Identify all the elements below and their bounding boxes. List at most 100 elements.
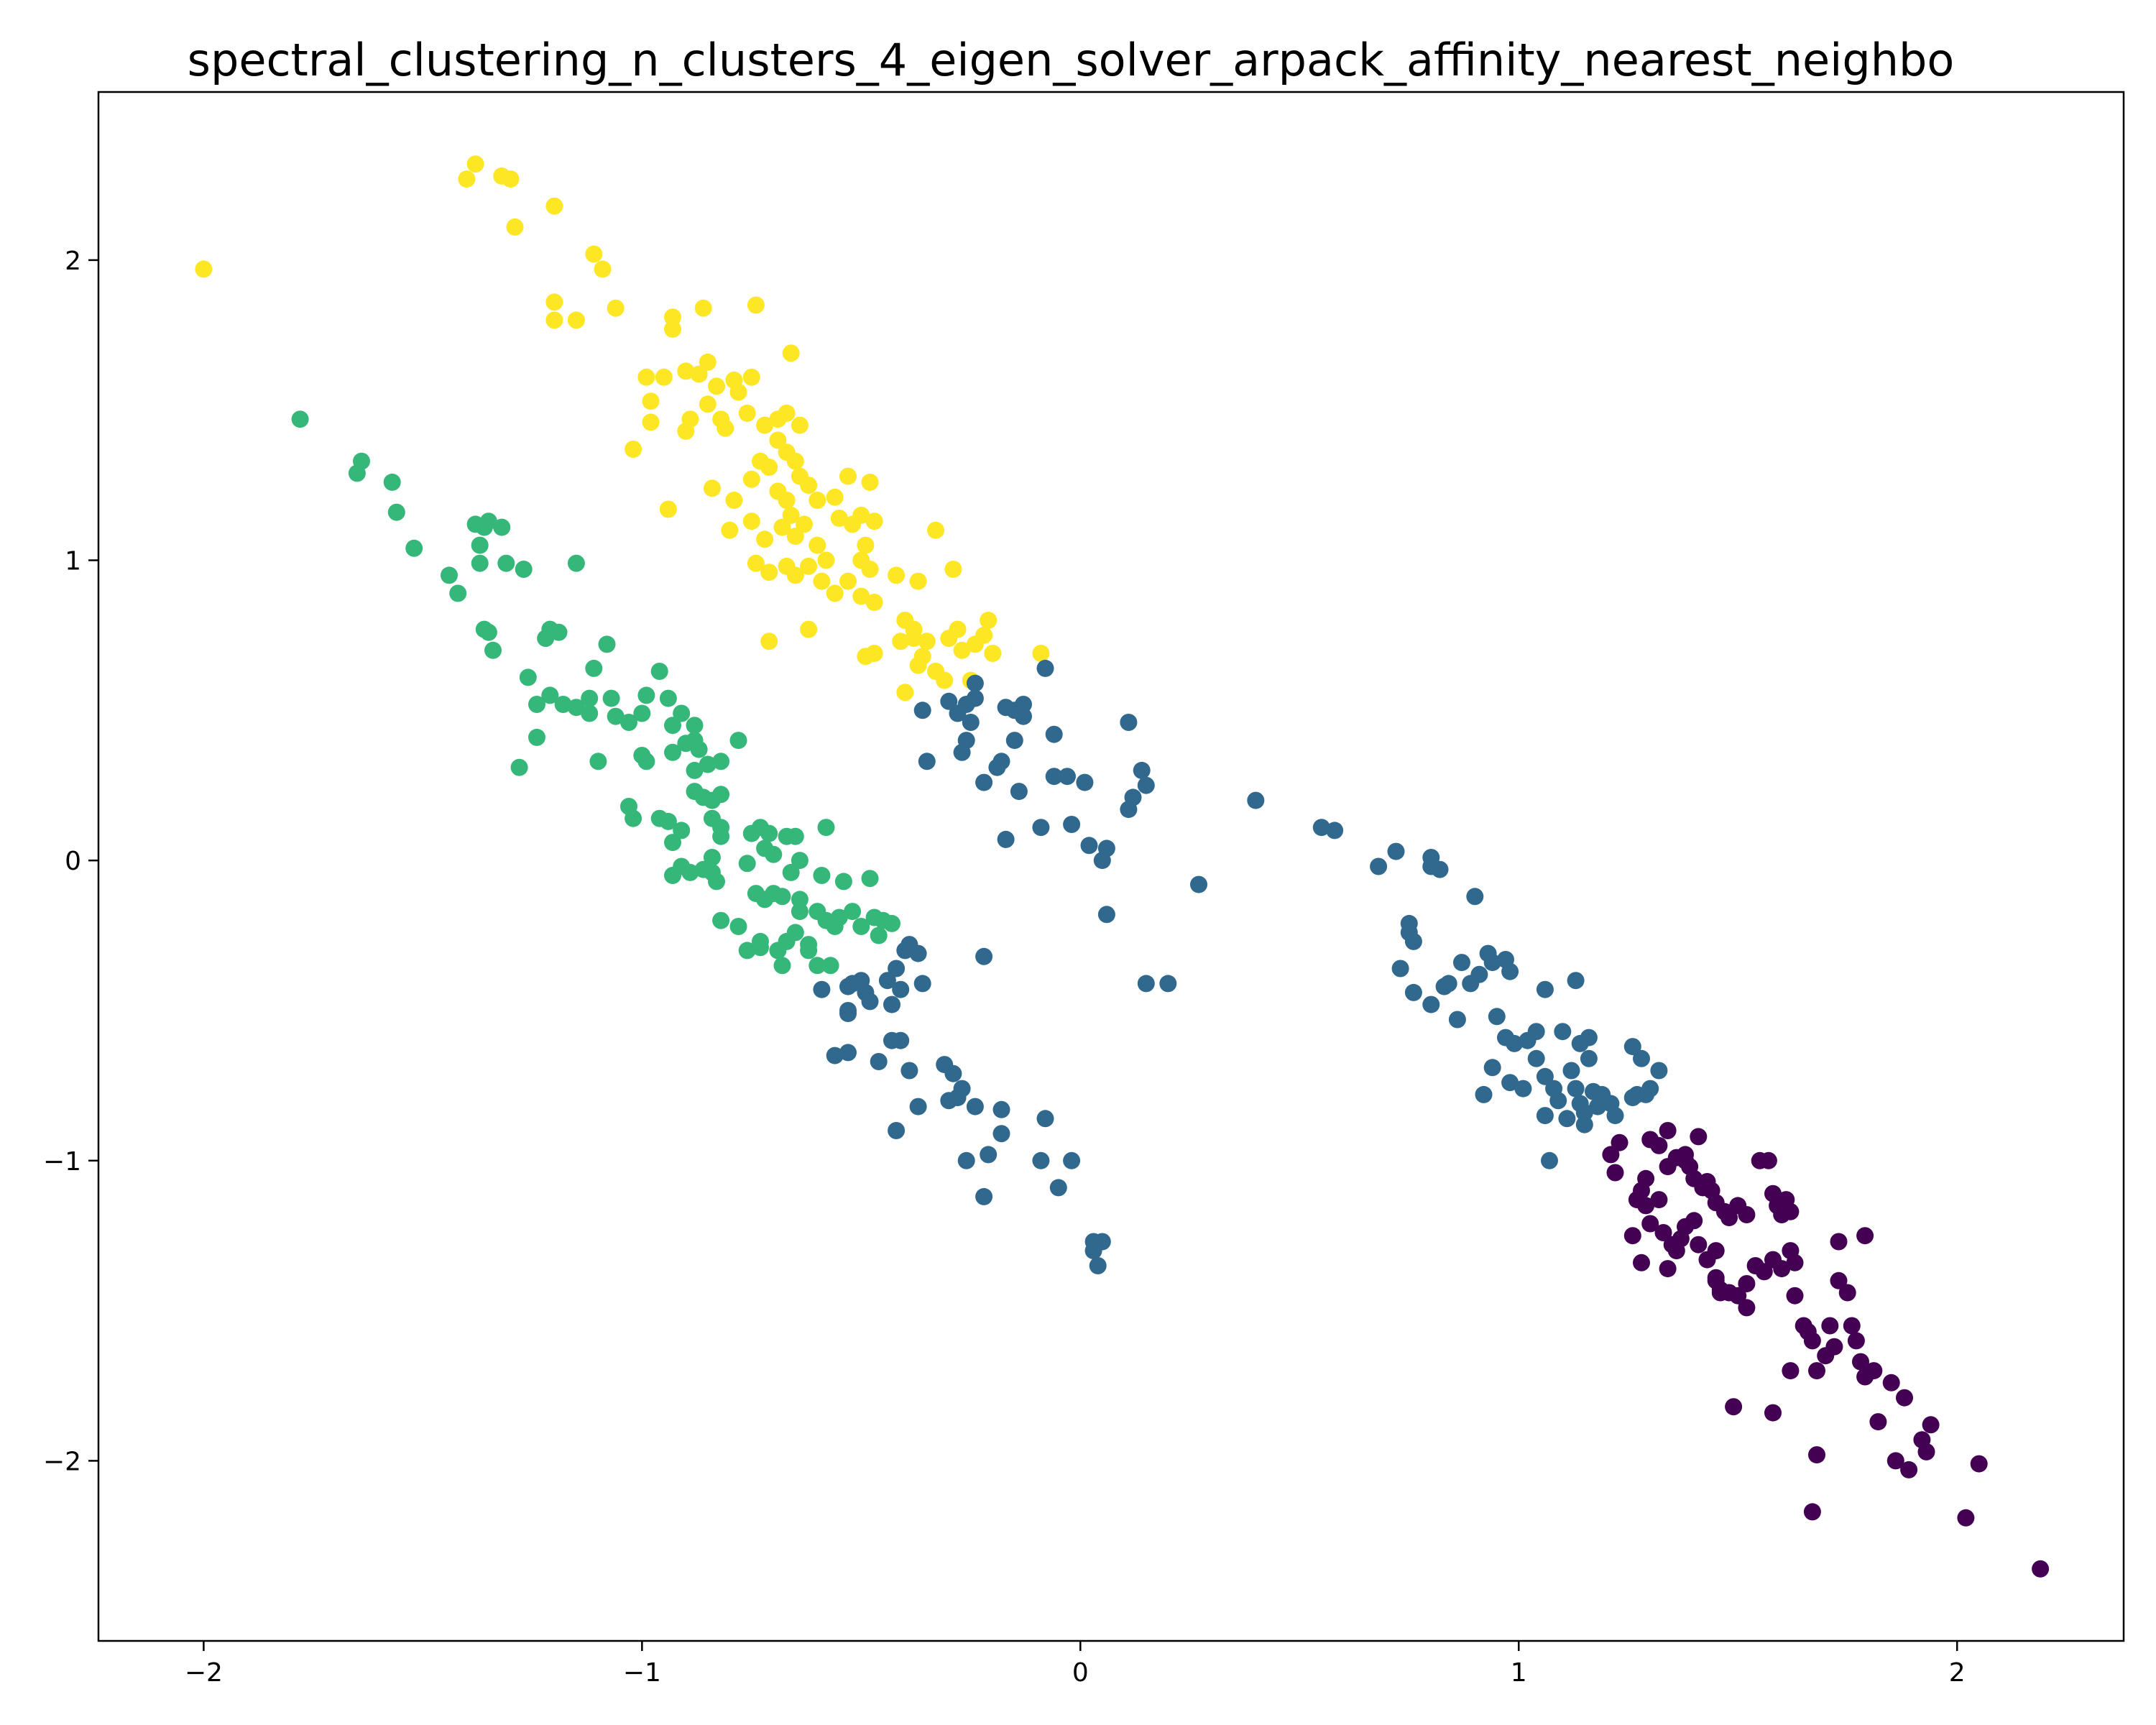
data-point <box>742 512 760 530</box>
data-point <box>980 1146 998 1164</box>
data-point <box>984 645 1002 662</box>
data-point <box>712 911 730 929</box>
data-point <box>861 870 879 888</box>
data-point <box>607 299 625 317</box>
data-point <box>1422 995 1440 1013</box>
data-point <box>830 510 848 527</box>
data-point <box>633 704 651 722</box>
data-point <box>1633 1049 1650 1067</box>
data-point <box>387 503 405 521</box>
data-point <box>1725 1398 1743 1416</box>
data-point <box>708 377 725 395</box>
data-point <box>852 918 870 935</box>
data-point <box>844 903 862 921</box>
data-point <box>913 702 931 719</box>
data-point <box>975 626 993 644</box>
data-point <box>1137 776 1155 794</box>
data-point <box>826 584 844 602</box>
data-point <box>966 1098 984 1116</box>
data-point <box>1506 1034 1524 1052</box>
data-point <box>786 566 804 584</box>
data-point <box>1659 1122 1677 1139</box>
data-point <box>808 957 826 975</box>
data-point <box>686 761 704 779</box>
data-point <box>1466 888 1484 906</box>
data-point <box>892 1031 910 1049</box>
data-point <box>1514 1080 1532 1098</box>
data-point <box>800 477 818 494</box>
data-point <box>1558 1110 1576 1128</box>
data-point <box>1036 659 1054 677</box>
data-point <box>1650 1136 1668 1154</box>
data-point <box>988 758 1006 776</box>
data-point <box>673 704 691 722</box>
data-point <box>383 473 401 491</box>
data-point <box>1391 960 1409 978</box>
data-point <box>742 368 760 386</box>
data-point <box>602 689 620 707</box>
data-point <box>471 536 489 554</box>
data-point <box>1623 1089 1641 1107</box>
data-point <box>1738 1206 1756 1223</box>
data-point <box>554 696 572 713</box>
data-point <box>1623 1227 1641 1245</box>
data-point <box>673 822 691 840</box>
data-point <box>1759 1151 1777 1169</box>
data-point <box>686 783 704 801</box>
data-point <box>690 740 708 758</box>
data-point <box>659 812 677 830</box>
data-point <box>1970 1455 1988 1473</box>
data-point <box>729 918 747 935</box>
data-point <box>953 1080 971 1098</box>
data-point <box>1882 1374 1900 1392</box>
data-point <box>738 404 756 422</box>
data-point <box>1084 1242 1102 1260</box>
data-point <box>944 561 962 578</box>
data-point <box>1755 1263 1773 1281</box>
data-point <box>953 641 971 659</box>
data-point <box>834 873 852 891</box>
data-point <box>1133 761 1151 779</box>
data-point <box>1803 1332 1821 1350</box>
data-point <box>813 980 831 998</box>
data-point <box>738 855 756 873</box>
data-point <box>900 1062 918 1080</box>
data-point <box>765 845 783 863</box>
data-point <box>712 786 730 804</box>
data-point <box>1488 1008 1506 1026</box>
data-point <box>677 735 695 753</box>
data-point <box>1580 1049 1598 1067</box>
data-point <box>1690 1236 1708 1254</box>
data-point <box>782 506 800 524</box>
data-point <box>541 686 559 704</box>
data-point <box>1431 860 1449 878</box>
data-point <box>808 536 826 554</box>
data-point <box>830 908 848 926</box>
x-tick-label: 1 <box>1511 1658 1527 1688</box>
data-point <box>892 632 910 650</box>
data-point <box>813 572 831 590</box>
y-tick-label: −1 <box>43 1147 81 1177</box>
data-point <box>953 743 971 761</box>
data-point <box>852 506 870 524</box>
data-point <box>1917 1443 1935 1460</box>
y-tick-label: 1 <box>65 547 81 576</box>
data-point <box>782 863 800 881</box>
data-point <box>721 521 739 539</box>
data-point <box>852 587 870 605</box>
data-point <box>1326 822 1344 840</box>
data-point <box>1808 1362 1825 1380</box>
data-point <box>878 972 896 990</box>
data-point <box>1847 1332 1865 1350</box>
data-point <box>664 743 681 761</box>
data-point <box>291 410 309 428</box>
data-point <box>1786 1254 1804 1271</box>
data-point <box>484 641 502 659</box>
data-point <box>1404 983 1422 1001</box>
data-point <box>791 891 808 908</box>
data-point <box>528 696 545 713</box>
data-point <box>1654 1224 1672 1241</box>
data-point <box>471 554 489 572</box>
axes-layer: −2 −1 0 1 2 −2 −1 0 1 2 <box>43 91 2125 1688</box>
data-point <box>664 320 681 338</box>
